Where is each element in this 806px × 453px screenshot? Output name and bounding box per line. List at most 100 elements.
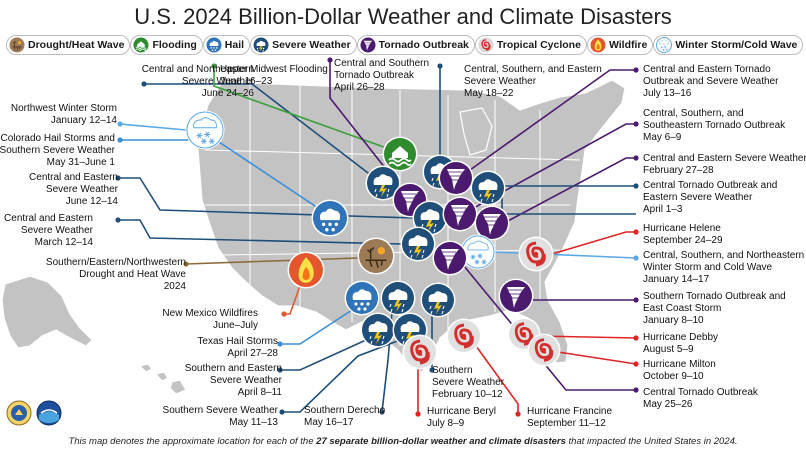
connector-dot bbox=[211, 63, 217, 69]
footer-text-before: This map denotes the approximate locatio… bbox=[68, 436, 317, 447]
event-date: April 26–28 bbox=[334, 82, 385, 93]
event-label: Southern/Eastern/Northwestern Drought an… bbox=[46, 257, 186, 293]
connector-dot bbox=[633, 229, 639, 235]
event-marker-tornado[interactable] bbox=[442, 196, 478, 232]
event-date: April 8–11 bbox=[237, 387, 282, 398]
connector-dot bbox=[183, 261, 189, 267]
event-name: Central Tornado Outbreak and Eastern Sev… bbox=[643, 180, 778, 203]
legend-label: Hail bbox=[224, 39, 245, 51]
event-label: New Mexico Wildfires June–July bbox=[162, 308, 258, 332]
connector-line bbox=[505, 157, 636, 223]
event-name: Central and Eastern Severe Weather bbox=[29, 172, 118, 195]
event-marker-severe-weather[interactable] bbox=[380, 280, 416, 316]
event-marker-snowflake[interactable] bbox=[460, 234, 496, 270]
connector-dot bbox=[437, 63, 443, 69]
event-name: Central, Southern, and Eastern Severe We… bbox=[464, 64, 602, 87]
tornado-icon bbox=[441, 249, 459, 270]
event-marker-severe-weather[interactable] bbox=[470, 170, 506, 206]
event-name: Texas Hail Storms bbox=[197, 336, 278, 347]
event-label: Central and Eastern Tornado Outbreak and… bbox=[643, 64, 778, 100]
footer-text-after: that impacted the United States in 2024. bbox=[565, 436, 738, 447]
event-date: May 16–17 bbox=[304, 417, 354, 428]
connector-dot bbox=[117, 121, 123, 127]
event-name: Central Tornado Outbreak bbox=[643, 387, 758, 398]
event-marker-hurricane[interactable] bbox=[402, 334, 438, 370]
event-marker-severe-weather[interactable] bbox=[360, 312, 396, 348]
connector-lines bbox=[115, 57, 639, 417]
hail-icon bbox=[206, 37, 222, 53]
event-date: June 16–23 bbox=[220, 76, 273, 87]
event-marker-flooding[interactable] bbox=[382, 136, 418, 172]
severe-weather-icon bbox=[373, 174, 393, 198]
legend-item-hail: Hail bbox=[202, 35, 251, 55]
connector-line bbox=[280, 339, 367, 371]
event-marker-hurricane[interactable] bbox=[518, 236, 554, 272]
tornado-icon bbox=[447, 169, 465, 190]
connector-dot bbox=[633, 361, 639, 367]
connector-line bbox=[118, 177, 415, 219]
legend-label: Flooding bbox=[152, 39, 197, 51]
event-name: Central and Eastern Severe Weather bbox=[643, 153, 806, 164]
legend: Drought/Heat Wave Flooding Hail Severe Weat… bbox=[6, 34, 804, 56]
event-marker-hail[interactable] bbox=[311, 199, 349, 237]
snowflake-icon bbox=[656, 37, 673, 53]
event-label: Hurricane Debby August 5–9 bbox=[643, 332, 718, 356]
severe-weather-icon bbox=[368, 321, 388, 345]
event-label: Southern Severe Weather February 10–12 bbox=[432, 365, 504, 401]
drought-icon bbox=[365, 246, 387, 268]
connector-line bbox=[119, 123, 187, 131]
event-label: Southern Derecho May 16–17 bbox=[304, 405, 385, 429]
hurricane-icon bbox=[526, 241, 546, 267]
us-map bbox=[1, 57, 639, 417]
connector-dot bbox=[515, 411, 521, 417]
event-name: Hurricane Helene bbox=[643, 223, 721, 234]
event-name: Hurricane Debby bbox=[643, 332, 719, 343]
hurricane-icon bbox=[534, 338, 554, 362]
event-date: January 14–17 bbox=[643, 274, 710, 285]
event-marker-severe-weather[interactable] bbox=[400, 226, 436, 262]
event-marker-hurricane[interactable] bbox=[527, 333, 561, 367]
event-marker-hail[interactable] bbox=[344, 280, 380, 316]
event-label: Hurricane Francine September 11–12 bbox=[527, 406, 612, 430]
event-marker-drought[interactable] bbox=[357, 237, 395, 275]
event-marker-snowflake[interactable] bbox=[185, 110, 225, 150]
connector-dot bbox=[633, 121, 639, 127]
event-marker-severe-weather[interactable] bbox=[365, 165, 401, 201]
event-date: May 6–9 bbox=[643, 132, 682, 143]
event-name: Upper Midwest Flooding bbox=[220, 64, 328, 75]
connector-dot bbox=[115, 217, 121, 223]
event-marker-hurricane[interactable] bbox=[446, 318, 482, 354]
connector-dot bbox=[379, 409, 385, 415]
wildfire-icon bbox=[590, 37, 606, 53]
event-marker-severe-weather[interactable] bbox=[412, 200, 448, 236]
connector-dot bbox=[415, 411, 421, 417]
event-date: January 8–10 bbox=[643, 315, 704, 326]
event-marker-wildfire[interactable] bbox=[287, 251, 325, 289]
event-date: 2024 bbox=[163, 281, 186, 292]
legend-item-tornado: Tornado Outbreak bbox=[356, 35, 475, 55]
event-marker-severe-weather[interactable] bbox=[420, 282, 456, 318]
tornado-icon bbox=[483, 214, 501, 235]
connector-line bbox=[118, 219, 403, 245]
event-label: Texas Hail Storms April 27–28 bbox=[197, 336, 278, 360]
connector-line bbox=[469, 69, 636, 171]
event-marker-tornado[interactable] bbox=[474, 205, 510, 241]
event-date: May 31–June 1 bbox=[46, 157, 115, 168]
connector-line bbox=[557, 351, 637, 365]
connector-line bbox=[475, 345, 519, 414]
event-marker-tornado[interactable] bbox=[438, 160, 474, 196]
connector-line bbox=[463, 265, 636, 391]
event-name: Colorado Hail Storms and Southern Severe… bbox=[0, 133, 115, 156]
event-marker-tornado[interactable] bbox=[432, 240, 468, 276]
event-marker-tornado[interactable] bbox=[498, 278, 534, 314]
event-name: New Mexico Wildfires bbox=[162, 308, 258, 319]
event-label: Colorado Hail Storms and Southern Severe… bbox=[0, 133, 115, 169]
alaska-shape bbox=[1, 275, 93, 349]
connector-dot bbox=[633, 297, 639, 303]
event-label: Central, Southern, and Southeastern Torn… bbox=[643, 108, 785, 144]
hurricane-icon bbox=[454, 323, 474, 349]
connector-line bbox=[282, 339, 401, 413]
event-name: Central and Eastern Severe Weather bbox=[4, 213, 93, 236]
event-date: August 5–9 bbox=[643, 344, 694, 355]
connector-dot bbox=[633, 335, 639, 341]
